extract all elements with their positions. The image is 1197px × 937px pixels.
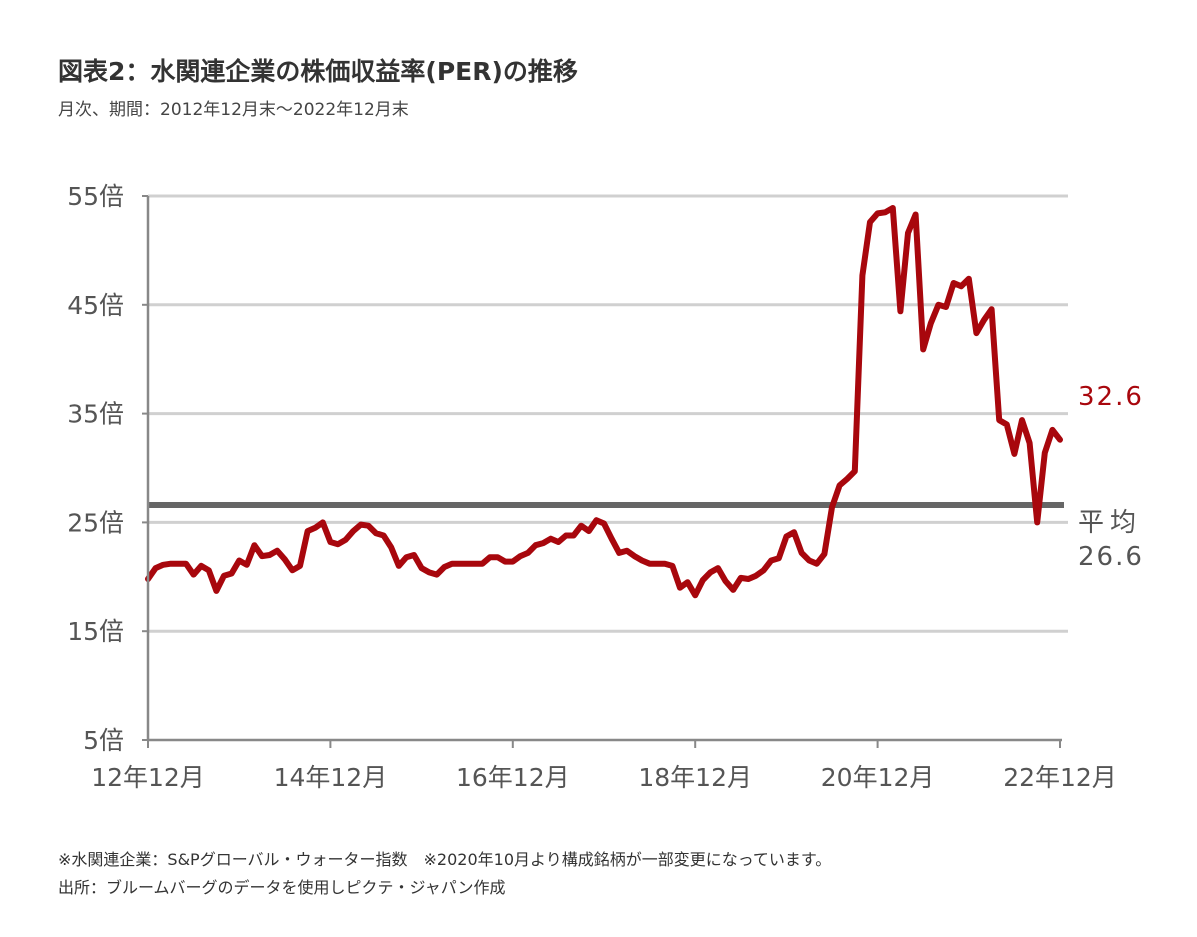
- y-tick-label: 35倍: [67, 400, 124, 429]
- x-tick-label: 14年12月: [274, 763, 388, 792]
- footnotes: ※水関連企業：S&Pグローバル・ウォーター指数 ※2020年10月より構成銘柄が…: [58, 846, 831, 902]
- labels: 5倍 15倍 25倍 35倍 45倍 55倍 12年12月 14年12月 16年12月 18年12…: [67, 182, 1144, 792]
- chart-title: 図表2：水関連企業の株価収益率(PER)の推移: [58, 57, 578, 86]
- series-group: [145, 205, 1063, 599]
- x-tick-label: 18年12月: [638, 763, 752, 792]
- last-value-label: 32.6: [1078, 382, 1144, 412]
- x-tick-label: 16年12月: [456, 763, 570, 792]
- y-tick-label: 5倍: [83, 726, 124, 755]
- y-tick-label: 45倍: [67, 291, 124, 320]
- y-tick-label: 25倍: [67, 508, 124, 537]
- average-value-label: 26.6: [1078, 542, 1144, 572]
- x-tick-label: 22年12月: [1003, 763, 1117, 792]
- axes: [142, 195, 1062, 748]
- grid-lines: [148, 194, 1068, 633]
- footnote-note: ※水関連企業：S&Pグローバル・ウォーター指数 ※2020年10月より構成銘柄が…: [58, 850, 832, 869]
- series-line: [145, 205, 1063, 599]
- footnote-source: 出所：ブルームバーグのデータを使用しピクテ・ジャパン作成: [58, 878, 506, 897]
- x-tick-label: 20年12月: [821, 763, 935, 792]
- average-label: 平均: [1078, 508, 1142, 538]
- y-tick-label: 55倍: [67, 182, 124, 211]
- chart-subtitle: 月次、期間：2012年12月末～2022年12月末: [58, 100, 409, 120]
- x-tick-label: 12年12月: [91, 763, 205, 792]
- y-tick-label: 15倍: [67, 617, 124, 646]
